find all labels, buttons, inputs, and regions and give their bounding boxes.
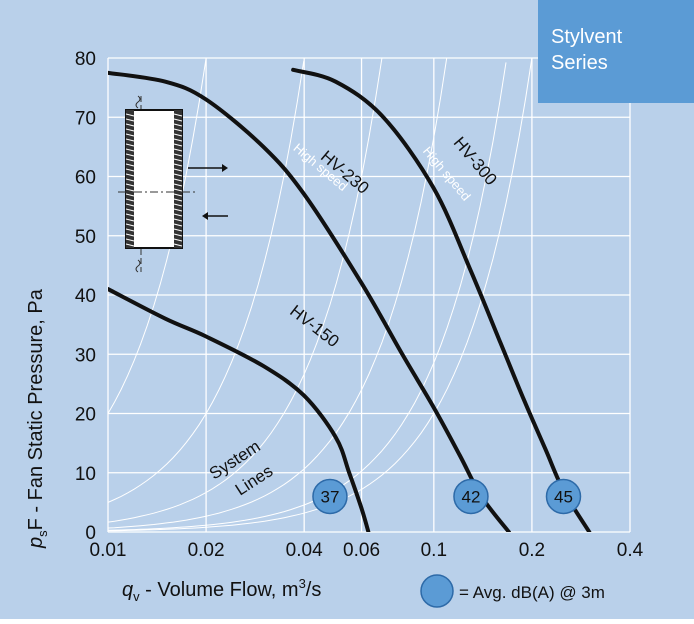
x-axis-label: qv - Volume Flow, m3/s <box>122 576 321 604</box>
x-tick-label: 0.1 <box>421 540 447 561</box>
y-tick-label: 30 <box>75 345 96 366</box>
db-marker <box>312 478 348 515</box>
legend-text: = Avg. dB(A) @ 3m <box>459 583 605 602</box>
y-tick-label: 50 <box>75 227 96 248</box>
system-line <box>108 58 448 529</box>
y-tick-label: 10 <box>75 464 96 485</box>
db-marker-label: 42 <box>461 487 480 506</box>
fan-curve-hv-230 <box>108 70 511 532</box>
x-tick-label: 0.2 <box>519 540 545 561</box>
db-marker-label: 37 <box>321 487 340 506</box>
fan-curve-hv-150 <box>108 287 371 532</box>
y-tick-label: 70 <box>75 108 96 129</box>
x-tick-labels: 0.01 0.02 0.04 0.06 0.1 0.2 0.4 <box>90 540 644 561</box>
y-tick-label: 80 <box>75 49 96 70</box>
x-tick-label: 0.04 <box>286 540 323 561</box>
grid <box>107 57 631 533</box>
x-tick-label: 0.4 <box>617 540 644 561</box>
db-marker-label: 45 <box>554 487 573 506</box>
system-lines <box>108 58 533 532</box>
y-tick-label: 60 <box>75 168 96 189</box>
y-tick-label: 0 <box>85 523 96 544</box>
brand-line1: Stylvent <box>551 26 623 48</box>
x-tick-label: 0.02 <box>188 540 225 561</box>
system-line <box>108 58 383 523</box>
system-line <box>108 59 207 414</box>
y-tick-labels: 0 10 20 30 40 50 60 70 80 <box>75 49 96 544</box>
db-marker <box>545 478 582 515</box>
legend-marker <box>420 574 454 608</box>
brand-line2: Series <box>551 52 608 74</box>
system-line <box>108 62 507 531</box>
brand-box <box>538 0 694 103</box>
fan-unit-icon <box>118 95 228 273</box>
y-tick-label: 20 <box>75 405 96 426</box>
db-marker <box>453 478 489 515</box>
fan-curve-hv-300 <box>291 67 592 532</box>
fan-curves <box>108 67 592 532</box>
y-tick-label: 40 <box>75 286 96 307</box>
x-tick-label: 0.01 <box>90 540 127 561</box>
x-tick-label: 0.06 <box>343 540 380 561</box>
y-axis-label: psF - Fan Static Pressure, Pa <box>25 288 50 549</box>
db-markers: 37 42 45 <box>312 478 582 515</box>
system-line <box>108 60 305 503</box>
